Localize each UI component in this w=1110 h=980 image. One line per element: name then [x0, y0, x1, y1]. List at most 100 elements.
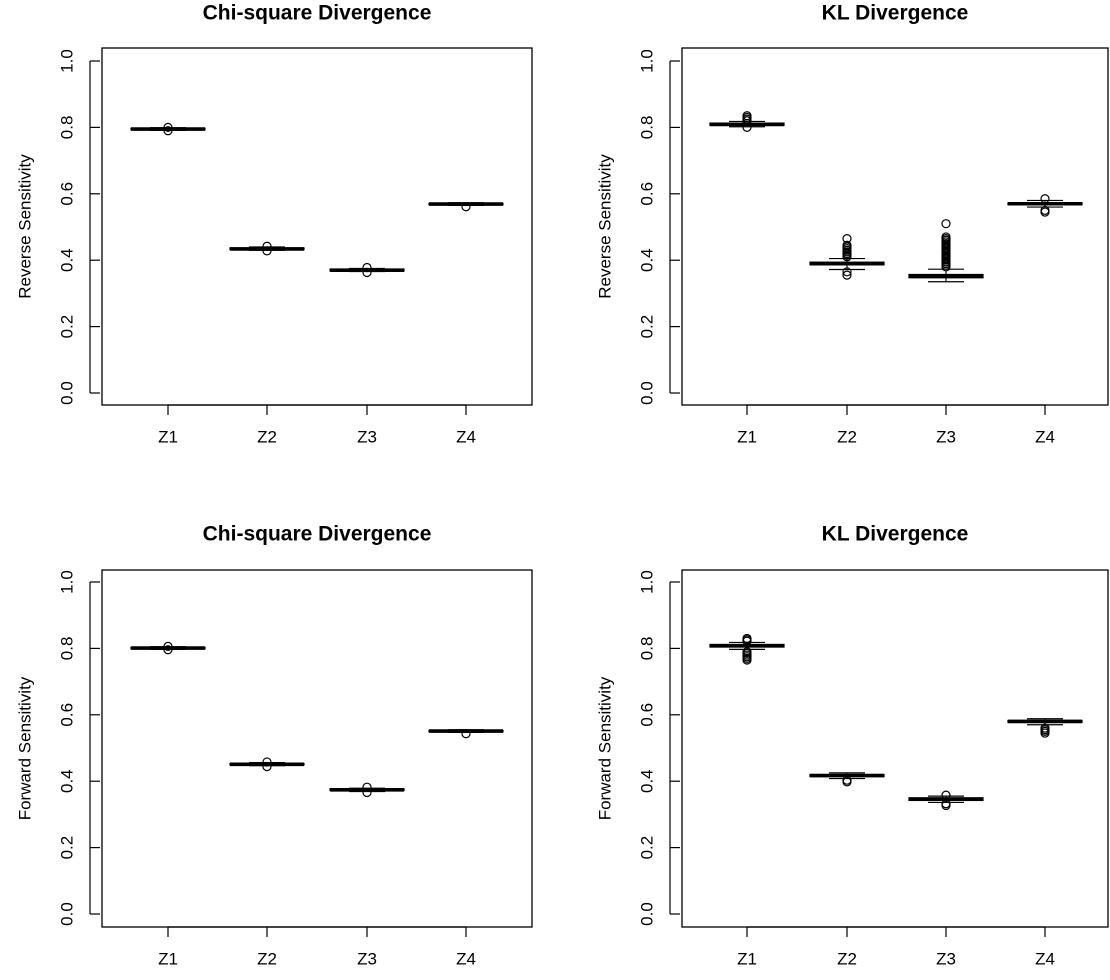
y-tick-label: 0.6	[637, 703, 656, 727]
outlier-point	[362, 262, 372, 273]
y-tick-label: 0.0	[637, 902, 656, 926]
y-tick-label: 0.2	[57, 315, 76, 339]
y-tick-label: 0.6	[57, 703, 76, 727]
outlier-point	[461, 202, 471, 212]
panel-bottom-right: KL Divergence Forward Sensitivity 0.0 0.2…	[595, 523, 1109, 968]
outlier-point	[262, 241, 272, 251]
box-Z2	[229, 757, 305, 772]
x-tick-label: Z3	[936, 427, 956, 446]
x-tick-label: Z3	[357, 427, 377, 446]
y-axis-label: Forward Sensitivity	[595, 676, 614, 820]
outlier-point	[163, 641, 173, 652]
outlier-point	[262, 757, 272, 767]
x-tick-label: Z4	[456, 949, 476, 968]
outlier-point	[742, 633, 752, 644]
y-tick-label: 0.8	[57, 637, 76, 661]
box-Z4	[1007, 718, 1083, 738]
outlier-point	[941, 799, 951, 809]
outlier-point	[742, 647, 752, 657]
y-tick-label: 0.4	[57, 248, 76, 272]
outlier-point	[1040, 194, 1050, 204]
x-tick-label: Z1	[737, 427, 757, 446]
chart-title: Chi-square Divergence	[203, 523, 432, 546]
x-tick-label: Z3	[357, 949, 377, 968]
box-Z2	[809, 234, 885, 280]
box-Z1	[709, 633, 785, 665]
x-tick-label: Z4	[1035, 427, 1055, 446]
outlier-point	[163, 126, 173, 136]
box-Z2	[809, 772, 885, 787]
x-tick-label: Z2	[257, 949, 277, 968]
outlier-point	[1040, 205, 1050, 215]
box-Z1	[709, 111, 785, 133]
plot-frame	[681, 569, 1109, 928]
y-tick-label: 0.8	[637, 637, 656, 661]
outlier-point	[842, 270, 852, 280]
outlier-point	[362, 267, 372, 278]
chart-title: KL Divergence	[822, 2, 969, 25]
y-tick-label: 1.0	[637, 49, 656, 73]
y-tick-label: 0.0	[57, 381, 76, 405]
y-tick-label: 0.8	[57, 116, 76, 140]
x-tick-label: Z4	[1035, 949, 1055, 968]
y-tick-label: 0.2	[637, 836, 656, 860]
chart-title: KL Divergence	[822, 523, 969, 546]
box-Z1	[130, 641, 206, 655]
outlier-point	[842, 775, 852, 785]
panel-top-right: KL Divergence Reverse Sensitivity 0.0 0.2…	[595, 2, 1109, 446]
outlier-point	[742, 111, 752, 121]
y-tick-label: 1.0	[637, 570, 656, 594]
outlier-point	[362, 787, 372, 798]
plot-frame	[101, 47, 533, 406]
y-tick-label: 0.0	[57, 902, 76, 926]
outlier-point	[262, 246, 272, 256]
chart-title: Chi-square Divergence	[203, 2, 432, 25]
outlier-point	[941, 790, 951, 800]
y-axis-label: Forward Sensitivity	[15, 676, 34, 820]
x-tick-label: Z4	[456, 427, 476, 446]
x-tick-label: Z3	[936, 949, 956, 968]
y-tick-label: 0.6	[637, 182, 656, 206]
x-tick-label: Z2	[837, 427, 857, 446]
y-axis-label: Reverse Sensitivity	[15, 154, 34, 299]
y-axis-label: Reverse Sensitivity	[595, 154, 614, 299]
outlier-point	[842, 234, 852, 244]
x-tick-label: Z1	[737, 949, 757, 968]
box-Z2	[229, 241, 305, 256]
box-Z3	[908, 219, 984, 283]
x-tick-label: Z2	[837, 949, 857, 968]
outlier-point	[941, 219, 951, 229]
y-tick-label: 1.0	[57, 570, 76, 594]
box-Z4	[1007, 194, 1083, 217]
box-Z4	[428, 729, 504, 739]
box-Z4	[428, 202, 504, 212]
outlier-point	[842, 240, 852, 250]
x-tick-label: Z1	[158, 949, 178, 968]
y-tick-label: 0.2	[637, 315, 656, 339]
outlier-point	[262, 761, 272, 772]
y-tick-label: 0.4	[637, 769, 656, 793]
outlier-point	[362, 782, 372, 792]
y-tick-label: 0.8	[637, 116, 656, 140]
plot-frame	[101, 569, 533, 928]
y-tick-label: 0.0	[637, 381, 656, 405]
y-tick-label: 0.4	[637, 248, 656, 272]
box-Z3	[329, 782, 405, 798]
outlier-point	[842, 267, 852, 277]
panel-bottom-left: Chi-square Divergence Forward Sensitivit…	[15, 523, 533, 968]
outlier-point	[163, 645, 173, 655]
box-Z3	[908, 790, 984, 811]
y-tick-label: 1.0	[57, 49, 76, 73]
outlier-point	[163, 122, 173, 133]
x-tick-label: Z2	[257, 427, 277, 446]
outlier-point	[461, 729, 471, 739]
y-tick-label: 0.4	[57, 769, 76, 793]
box-Z1	[130, 122, 206, 136]
outlier-point	[1040, 723, 1050, 733]
y-tick-label: 0.6	[57, 182, 76, 206]
panel-top-left: Chi-square Divergence Reverse Sensitivit…	[15, 2, 533, 446]
box-Z3	[329, 262, 405, 278]
x-tick-label: Z1	[158, 427, 178, 446]
outlier-point	[941, 232, 951, 242]
